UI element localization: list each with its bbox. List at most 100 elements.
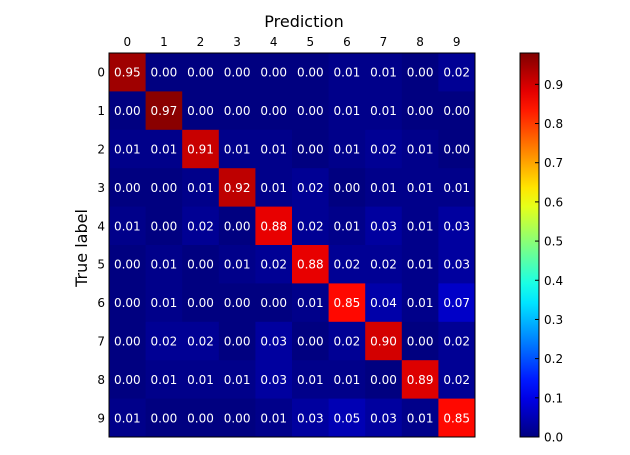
cell-value-label: 0.01	[334, 104, 361, 118]
heatmap-cell	[182, 91, 220, 131]
cell-value-label: 0.01	[151, 296, 178, 310]
heatmap-cell	[182, 245, 220, 284]
x-tick-label: 1	[160, 35, 168, 49]
cell-value-label: 0.03	[297, 411, 324, 425]
heatmap-cell	[145, 168, 183, 207]
heatmap-cell-labels: 0.95 0.00 0.00 0.00 0.00 0.00 0.01 0.01 0.00 0.02…	[114, 66, 470, 426]
cell-value-label: 0.00	[297, 143, 324, 157]
heatmap-cell	[438, 360, 476, 399]
cell-value-label: 0.02	[443, 66, 470, 80]
heatmap-cell	[292, 53, 329, 92]
heatmap-cell	[145, 53, 183, 92]
heatmap-cell	[401, 53, 439, 92]
cell-value-label: 0.02	[297, 219, 324, 233]
cell-value-label: 0.01	[297, 373, 324, 387]
heatmap-cell	[401, 206, 439, 246]
heatmap-cell	[255, 206, 293, 246]
cell-value-label: 0.01	[334, 373, 361, 387]
y-tick-label: 5	[97, 258, 105, 272]
cell-value-label: 0.01	[224, 373, 251, 387]
heatmap-cell	[109, 398, 146, 438]
cell-value-label: 0.00	[443, 143, 470, 157]
cell-value-label: 0.89	[407, 373, 434, 387]
cell-value-label: 0.00	[114, 104, 141, 118]
x-tick-label: 4	[270, 35, 278, 49]
heatmap-cell	[438, 53, 476, 92]
x-tick-label: 8	[416, 35, 424, 49]
cell-value-label: 0.01	[260, 181, 287, 195]
cell-value-label: 0.00	[114, 335, 141, 349]
heatmap-cell	[292, 206, 329, 246]
cell-value-label: 0.01	[151, 373, 178, 387]
heatmap-cells	[109, 53, 476, 438]
heatmap-cell	[292, 168, 329, 207]
cell-value-label: 0.01	[224, 258, 251, 272]
heatmap-cell	[365, 245, 403, 284]
cell-value-label: 0.88	[260, 219, 287, 233]
heatmap-cell	[182, 129, 220, 169]
cell-value-label: 0.00	[224, 335, 251, 349]
heatmap-cell	[365, 91, 403, 131]
cell-value-label: 0.85	[443, 411, 470, 425]
cell-value-label: 0.01	[260, 411, 287, 425]
heatmap-cell	[218, 91, 256, 131]
heatmap-cell	[109, 168, 146, 207]
y-tick-label: 8	[97, 373, 105, 387]
cell-value-label: 0.03	[260, 335, 287, 349]
heatmap-cell	[109, 283, 146, 323]
x-tick-label: 6	[343, 35, 351, 49]
cell-value-label: 0.03	[260, 373, 287, 387]
colorbar-tick-label: 0.2	[544, 352, 563, 366]
cell-value-label: 0.01	[334, 219, 361, 233]
cell-value-label: 0.00	[407, 104, 434, 118]
cell-value-label: 0.00	[151, 66, 178, 80]
y-tick-label: 2	[97, 143, 105, 157]
heatmap-cell	[255, 360, 293, 399]
heatmap-cell	[328, 53, 366, 92]
cell-value-label: 0.01	[407, 258, 434, 272]
cell-value-label: 0.01	[151, 258, 178, 272]
heatmap-cell	[365, 398, 403, 438]
heatmap-cell	[438, 206, 476, 246]
cell-value-label: 0.00	[187, 258, 214, 272]
heatmap-cell	[401, 398, 439, 438]
colorbar-tick-label: 0.1	[544, 391, 563, 405]
heatmap-cell	[438, 321, 476, 361]
cell-value-label: 0.01	[407, 296, 434, 310]
heatmap-cell	[401, 283, 439, 323]
cell-value-label: 0.01	[114, 219, 141, 233]
heatmap-cell	[438, 168, 476, 207]
heatmap-cell	[145, 245, 183, 284]
heatmap-cell	[328, 206, 366, 246]
cell-value-label: 0.85	[334, 296, 361, 310]
cell-value-label: 0.00	[297, 104, 324, 118]
cell-value-label: 0.00	[187, 411, 214, 425]
cell-value-label: 0.00	[187, 66, 214, 80]
heatmap-cell	[365, 206, 403, 246]
x-tick-label: 9	[453, 35, 461, 49]
cell-value-label: 0.00	[151, 181, 178, 195]
cell-value-label: 0.02	[334, 335, 361, 349]
cell-value-label: 0.00	[114, 181, 141, 195]
x-tick-label: 3	[233, 35, 241, 49]
y-tick-label: 9	[97, 411, 105, 425]
cell-value-label: 0.01	[443, 181, 470, 195]
matrix-frame	[108, 52, 476, 438]
heatmap-cell	[182, 360, 220, 399]
colorbar-tick-label: 0.0	[544, 431, 563, 445]
heatmap-cell	[328, 283, 366, 323]
heatmap-cell	[292, 129, 329, 169]
colorbar-tick-label: 0.4	[544, 274, 563, 288]
cell-value-label: 0.92	[224, 181, 251, 195]
heatmap-cell	[328, 398, 366, 438]
cell-value-label: 0.02	[260, 258, 287, 272]
heatmap-cell	[218, 283, 256, 323]
heatmap-cell	[218, 206, 256, 246]
heatmap-cell	[292, 321, 329, 361]
cell-value-label: 0.00	[224, 104, 251, 118]
heatmap-cell	[218, 245, 256, 284]
heatmap-cell	[255, 398, 293, 438]
cell-value-label: 0.02	[151, 335, 178, 349]
cell-value-label: 0.01	[187, 181, 214, 195]
heatmap-cell	[292, 360, 329, 399]
